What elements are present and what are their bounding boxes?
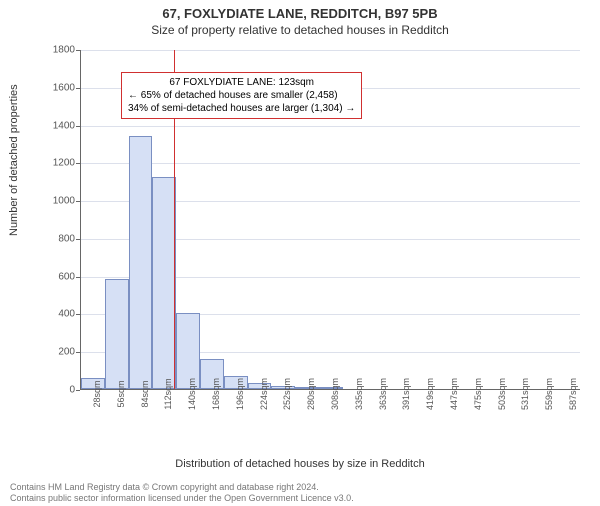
x-tick-label: 559sqm	[544, 378, 554, 410]
info-box-line: 67 FOXLYDIATE LANE: 123sqm	[128, 76, 355, 89]
y-tick-mark	[76, 163, 80, 164]
y-tick-mark	[76, 88, 80, 89]
y-tick-label: 600	[35, 271, 75, 282]
chart-title-main: 67, FOXLYDIATE LANE, REDDITCH, B97 5PB	[0, 6, 600, 21]
y-axis-title: Number of detached properties	[8, 84, 20, 236]
y-tick-label: 1400	[35, 120, 75, 131]
y-tick-mark	[76, 50, 80, 51]
x-tick-label: 84sqm	[140, 380, 150, 407]
x-tick-label: 168sqm	[211, 378, 221, 410]
y-tick-mark	[76, 352, 80, 353]
y-tick-mark	[76, 390, 80, 391]
info-box-line: 34% of semi-detached houses are larger (…	[128, 102, 355, 115]
footer-line-2: Contains public sector information licen…	[10, 493, 590, 504]
info-box: 67 FOXLYDIATE LANE: 123sqm← 65% of detac…	[121, 72, 362, 119]
y-tick-mark	[76, 201, 80, 202]
x-tick-label: 308sqm	[330, 378, 340, 410]
x-axis-title: Distribution of detached houses by size …	[0, 458, 600, 470]
x-tick-label: 531sqm	[520, 378, 530, 410]
footer-line-1: Contains HM Land Registry data © Crown c…	[10, 482, 590, 493]
chart-area: 67 FOXLYDIATE LANE: 123sqm← 65% of detac…	[50, 50, 580, 430]
y-tick-label: 400	[35, 309, 75, 320]
y-tick-mark	[76, 126, 80, 127]
histogram-bar	[152, 177, 176, 389]
y-tick-label: 1000	[35, 196, 75, 207]
y-tick-mark	[76, 239, 80, 240]
y-tick-label: 200	[35, 347, 75, 358]
x-tick-label: 419sqm	[425, 378, 435, 410]
x-tick-label: 363sqm	[378, 378, 388, 410]
x-tick-label: 335sqm	[354, 378, 364, 410]
x-tick-label: 28sqm	[92, 380, 102, 407]
x-tick-label: 56sqm	[116, 380, 126, 407]
chart-title-sub: Size of property relative to detached ho…	[0, 23, 600, 37]
x-tick-label: 447sqm	[449, 378, 459, 410]
footer-credits: Contains HM Land Registry data © Crown c…	[10, 482, 590, 504]
x-tick-label: 587sqm	[568, 378, 578, 410]
x-tick-label: 391sqm	[401, 378, 411, 410]
x-tick-label: 252sqm	[282, 378, 292, 410]
info-box-line: ← 65% of detached houses are smaller (2,…	[128, 89, 355, 102]
y-tick-label: 1600	[35, 82, 75, 93]
x-tick-label: 280sqm	[306, 378, 316, 410]
y-tick-label: 800	[35, 233, 75, 244]
y-tick-mark	[76, 314, 80, 315]
x-tick-label: 503sqm	[497, 378, 507, 410]
histogram-bar	[129, 136, 153, 389]
x-tick-label: 224sqm	[259, 378, 269, 410]
plot-area: 67 FOXLYDIATE LANE: 123sqm← 65% of detac…	[80, 50, 580, 390]
y-tick-mark	[76, 277, 80, 278]
gridline	[81, 163, 580, 164]
gridline	[81, 50, 580, 51]
histogram-bar	[105, 279, 129, 389]
y-tick-label: 0	[35, 385, 75, 396]
x-tick-label: 475sqm	[473, 378, 483, 410]
y-tick-label: 1800	[35, 45, 75, 56]
x-tick-label: 140sqm	[187, 378, 197, 410]
gridline	[81, 126, 580, 127]
x-tick-label: 112sqm	[163, 378, 173, 409]
y-tick-label: 1200	[35, 158, 75, 169]
x-tick-label: 196sqm	[235, 378, 245, 410]
